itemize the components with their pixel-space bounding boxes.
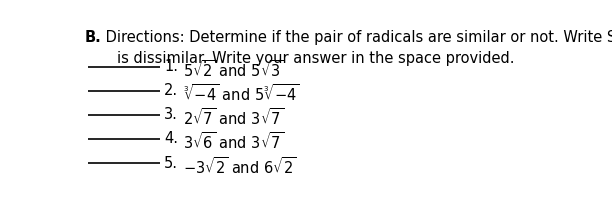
Text: B.: B.	[85, 30, 102, 45]
Text: $2\sqrt{7}$ and $3\sqrt{7}$: $2\sqrt{7}$ and $3\sqrt{7}$	[183, 108, 284, 128]
Text: $3\sqrt{6}$ and $3\sqrt{7}$: $3\sqrt{6}$ and $3\sqrt{7}$	[183, 131, 284, 152]
Text: $5\sqrt{2}$ and $5\sqrt{3}$: $5\sqrt{2}$ and $5\sqrt{3}$	[183, 59, 284, 80]
Text: $\sqrt[3]{-4}$ and $5\sqrt[3]{-4}$: $\sqrt[3]{-4}$ and $5\sqrt[3]{-4}$	[183, 83, 300, 104]
Text: 5.: 5.	[164, 156, 178, 171]
Text: Directions: Determine if the pair of radicals are similar or not. Write S if it : Directions: Determine if the pair of rad…	[101, 30, 612, 45]
Text: 4.: 4.	[164, 131, 178, 146]
Text: 3.: 3.	[164, 108, 178, 123]
Text: 1.: 1.	[164, 59, 178, 74]
Text: 2.: 2.	[164, 83, 178, 98]
Text: $-3\sqrt{2}$ and $6\sqrt{2}$: $-3\sqrt{2}$ and $6\sqrt{2}$	[183, 156, 296, 177]
Text: is dissimilar. Write your answer in the space provided.: is dissimilar. Write your answer in the …	[117, 51, 514, 66]
